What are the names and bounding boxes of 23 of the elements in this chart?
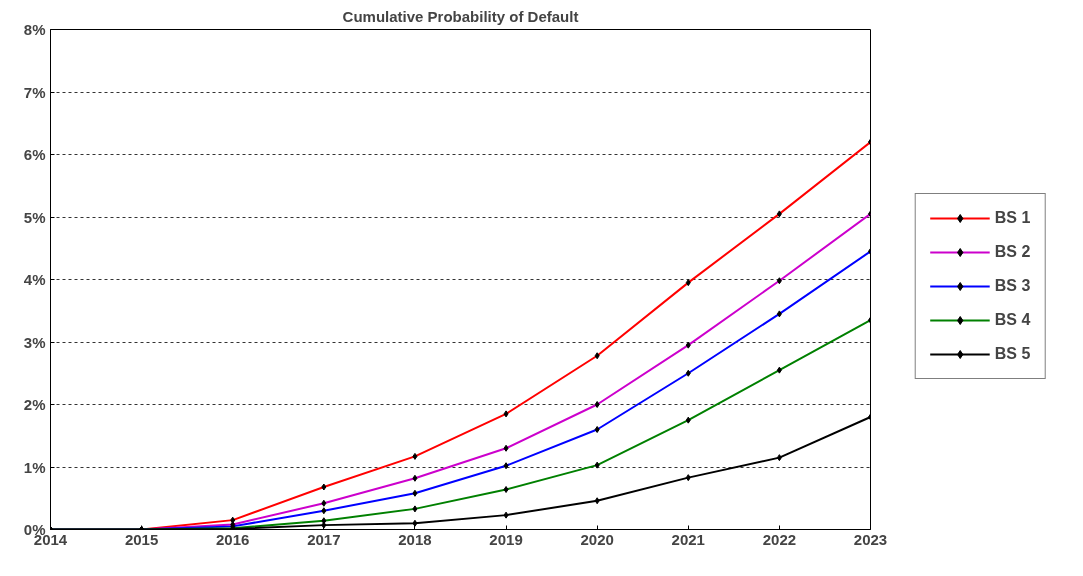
y-tick-label: 8% <box>23 21 46 38</box>
x-tick-label: 2020 <box>580 530 614 548</box>
x-tick-label: 2016 <box>216 530 250 548</box>
x-tick-label: 2022 <box>762 530 797 548</box>
y-tick-label: 4% <box>23 271 46 288</box>
y-tick-label: 7% <box>23 83 46 101</box>
legend-label: BS 3 <box>994 276 1031 295</box>
y-tick-label: 2% <box>23 396 46 413</box>
x-tick-label: 2015 <box>124 530 159 548</box>
x-tick-label: 2021 <box>671 530 705 548</box>
chart-title: Cumulative Probability of Default <box>342 7 579 25</box>
x-tick-label: 2023 <box>853 530 888 548</box>
x-tick-label: 2019 <box>489 530 523 548</box>
legend-label: BS 4 <box>994 310 1031 329</box>
y-tick-label: 3% <box>23 333 46 351</box>
y-tick-label: 5% <box>23 208 46 226</box>
legend-label: BS 5 <box>994 344 1031 363</box>
x-tick-label: 2018 <box>398 530 432 548</box>
y-tick-label: 6% <box>23 146 46 163</box>
y-tick-label: 1% <box>23 458 46 476</box>
x-tick-label: 2017 <box>307 530 341 548</box>
legend-label: BS 1 <box>994 208 1031 227</box>
legend-label: BS 2 <box>994 242 1031 261</box>
